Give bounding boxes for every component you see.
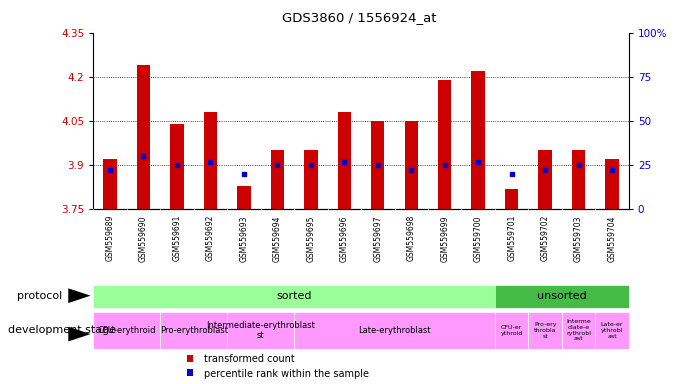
Text: GDS3860 / 1556924_at: GDS3860 / 1556924_at xyxy=(282,12,437,25)
Text: GSM559697: GSM559697 xyxy=(373,215,382,262)
Bar xyxy=(137,65,150,209)
Text: GSM559694: GSM559694 xyxy=(273,215,282,262)
Bar xyxy=(371,121,384,209)
Text: GSM559702: GSM559702 xyxy=(540,215,549,262)
Text: transformed count: transformed count xyxy=(204,354,294,364)
Text: GSM559690: GSM559690 xyxy=(139,215,148,262)
Text: GSM559693: GSM559693 xyxy=(239,215,248,262)
Bar xyxy=(304,151,318,209)
Bar xyxy=(438,80,451,209)
Bar xyxy=(237,186,251,209)
Bar xyxy=(170,124,184,209)
Text: development stage: development stage xyxy=(8,325,116,335)
Text: GSM559701: GSM559701 xyxy=(507,215,516,262)
Text: protocol: protocol xyxy=(17,291,62,301)
Bar xyxy=(572,151,585,209)
Bar xyxy=(404,121,418,209)
Bar xyxy=(160,312,227,349)
Text: GSM559700: GSM559700 xyxy=(474,215,483,262)
Bar xyxy=(294,312,495,349)
Bar xyxy=(104,159,117,209)
Bar xyxy=(93,285,495,308)
Text: Late-erythroblast: Late-erythroblast xyxy=(358,326,430,335)
Text: GSM559704: GSM559704 xyxy=(607,215,616,262)
Bar xyxy=(495,312,529,349)
Polygon shape xyxy=(68,288,91,303)
Text: CFU-erythroid: CFU-erythroid xyxy=(97,326,156,335)
Text: Intermediate-erythroblast
st: Intermediate-erythroblast st xyxy=(206,321,315,340)
Bar xyxy=(505,189,518,209)
Bar xyxy=(204,112,217,209)
Text: Late-er
ythrobl
ast: Late-er ythrobl ast xyxy=(601,322,623,339)
Polygon shape xyxy=(68,327,91,341)
Text: GSM559691: GSM559691 xyxy=(173,215,182,262)
Bar xyxy=(562,312,596,349)
Bar xyxy=(471,71,485,209)
Text: GSM559698: GSM559698 xyxy=(407,215,416,262)
Bar xyxy=(93,312,160,349)
Bar xyxy=(338,112,351,209)
Text: GSM559696: GSM559696 xyxy=(340,215,349,262)
Text: GSM559692: GSM559692 xyxy=(206,215,215,262)
Text: Interme
diate-e
rythrobl
ast: Interme diate-e rythrobl ast xyxy=(566,319,591,341)
Bar xyxy=(605,159,618,209)
Text: sorted: sorted xyxy=(276,291,312,301)
Text: GSM559695: GSM559695 xyxy=(306,215,315,262)
Bar xyxy=(495,285,629,308)
Text: Pro-erythroblast: Pro-erythroblast xyxy=(160,326,228,335)
Bar xyxy=(596,312,629,349)
Bar xyxy=(529,312,562,349)
Bar xyxy=(271,151,284,209)
Text: GSM559699: GSM559699 xyxy=(440,215,449,262)
Text: percentile rank within the sample: percentile rank within the sample xyxy=(204,369,369,379)
Text: CFU-er
ythroid: CFU-er ythroid xyxy=(500,325,523,336)
Text: unsorted: unsorted xyxy=(537,291,587,301)
Text: GSM559689: GSM559689 xyxy=(106,215,115,262)
Text: GSM559703: GSM559703 xyxy=(574,215,583,262)
Text: Pro-ery
throbla
st: Pro-ery throbla st xyxy=(534,322,556,339)
Bar xyxy=(227,312,294,349)
Bar xyxy=(538,151,552,209)
